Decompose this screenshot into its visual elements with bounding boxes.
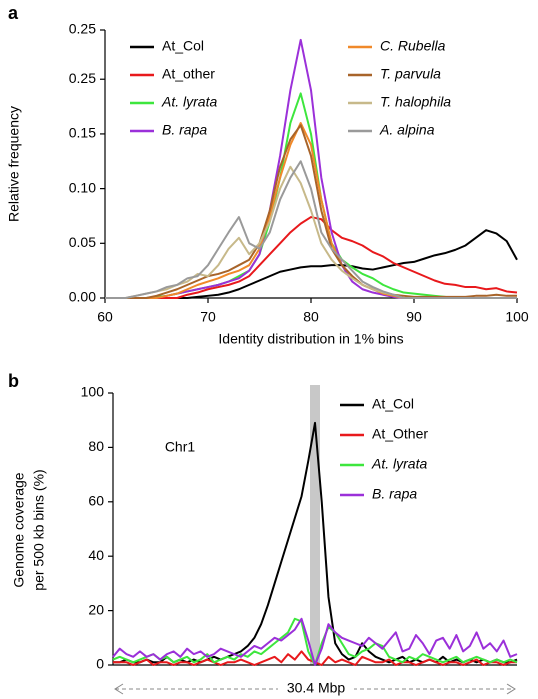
- y-tick-label: 0.15: [69, 125, 96, 141]
- legend-label: At_Col: [372, 396, 414, 412]
- y-tick-label: 0.05: [69, 234, 96, 250]
- y-axis-label: Relative frequency: [6, 106, 22, 222]
- y-tick-label: 0.25: [69, 70, 96, 86]
- legend-label: At. lyrata: [371, 456, 427, 472]
- y-tick-label: 80: [88, 438, 104, 454]
- x-axis-label: Identity distribution in 1% bins: [218, 331, 403, 347]
- x-tick-label: 70: [200, 309, 216, 325]
- x-tick-label: 100: [505, 309, 529, 325]
- panel-label: a: [8, 3, 19, 23]
- legend-label: T. halophila: [380, 94, 451, 110]
- x-tick-label: 80: [303, 309, 319, 325]
- y-tick-label: 60: [88, 493, 104, 509]
- span-label-bg: [278, 680, 354, 698]
- legend-label: At. lyrata: [161, 94, 217, 110]
- y-tick-label: 20: [88, 601, 104, 617]
- x-tick-label: 90: [406, 309, 422, 325]
- y-tick-label: 0: [96, 656, 104, 672]
- y-axis-label: Genome coverage: [11, 472, 27, 587]
- y-tick-label: 100: [81, 384, 105, 400]
- annotation: Chr1: [165, 439, 196, 455]
- span-label: 30.4 Mbp: [287, 680, 346, 696]
- legend-label: At_Col: [162, 38, 204, 54]
- panel-label: b: [8, 371, 19, 391]
- legend-label: At_Other: [372, 426, 428, 442]
- legend-label: At_other: [162, 66, 215, 82]
- legend-label: B. rapa: [372, 486, 417, 502]
- x-tick-label: 60: [97, 309, 113, 325]
- legend-label: B. rapa: [162, 122, 207, 138]
- span-arrow: [114, 683, 516, 695]
- legend-label: T. parvula: [380, 66, 441, 82]
- y-axis-label: per 500 kb bins (%): [31, 469, 47, 590]
- y-tick-label: 0.10: [69, 179, 96, 195]
- y-tick-label: 0.00: [69, 289, 96, 305]
- legend-label: A. alpina: [379, 122, 435, 138]
- series-line: [105, 160, 517, 299]
- series-line: [112, 617, 518, 666]
- y-tick-label: 0.25: [69, 21, 96, 37]
- highlight-band: [310, 385, 320, 665]
- series-line: [105, 124, 517, 299]
- legend-label: C. Rubella: [380, 38, 446, 54]
- series-line: [105, 216, 518, 299]
- y-tick-label: 40: [88, 547, 104, 563]
